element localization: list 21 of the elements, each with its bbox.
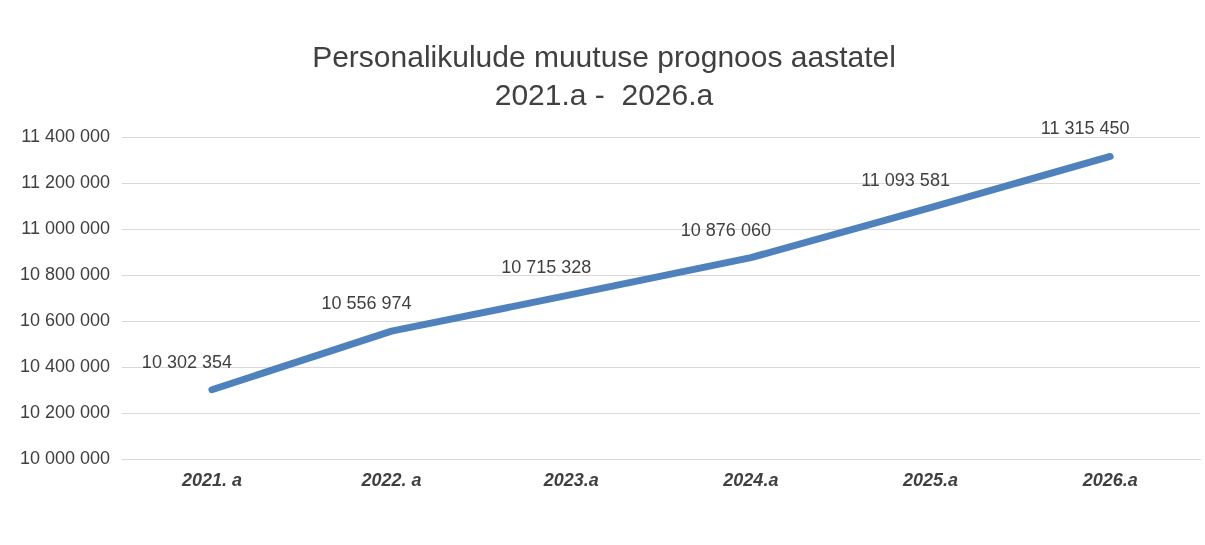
y-tick-label: 10 800 000 [19,264,111,285]
x-tick-label: 2026.a [1081,470,1138,491]
data-label: 10 876 060 [680,219,771,240]
y-tick-label: 10 400 000 [19,356,111,377]
y-tick-label: 11 000 000 [21,218,111,239]
y-tick-label: 10 000 000 [19,448,111,469]
x-tick-label: 2025.a [901,470,959,491]
x-tick-label: 2022. a [360,470,422,491]
x-tick-label: 2024.a [722,470,779,491]
chart-title: Personalikulude muutuse prognoos aastatel 2021.a - 2026.a [312,40,896,111]
data-label: 11 315 450 [1040,118,1130,139]
y-tick-label: 10 200 000 [19,402,111,423]
x-tick-label: 2021. a [180,470,242,491]
data-label: 11 093 581 [861,169,950,190]
data-label: 10 556 974 [321,293,412,314]
y-tick-label: 11 200 000 [21,172,111,193]
x-tick-label: 2023.a [542,470,599,491]
y-tick-label: 10 600 000 [19,310,111,331]
data-label: 10 715 328 [501,256,592,277]
y-tick-label: 11 400 000 [21,125,111,146]
data-label: 10 302 354 [141,351,232,372]
